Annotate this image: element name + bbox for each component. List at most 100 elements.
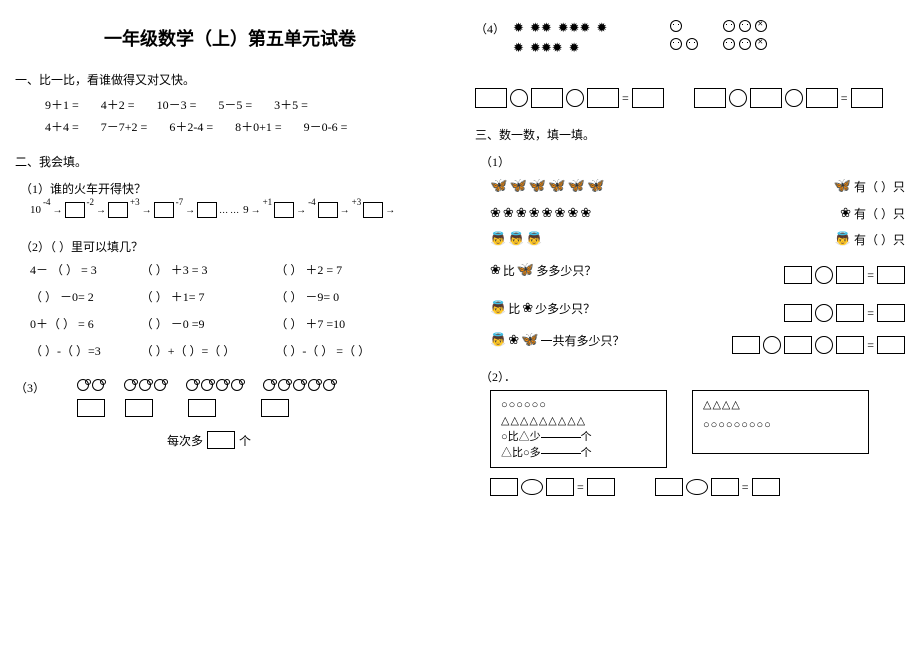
arrow-icon: →: [142, 205, 152, 216]
q3-2-label: （2）．: [480, 368, 905, 385]
op-oval[interactable]: [521, 479, 543, 495]
blank-box[interactable]: [806, 88, 838, 108]
op-circle[interactable]: [566, 89, 584, 107]
face-icon: [670, 20, 682, 32]
op-circle[interactable]: [729, 89, 747, 107]
apple-row: [77, 379, 335, 391]
blank-box[interactable]: [546, 478, 574, 496]
shape-box-a: ○○○○○○ △△△△△△△△△ ○比△少个 △比○多个: [490, 390, 667, 468]
blank-box[interactable]: [363, 202, 383, 218]
op-circle[interactable]: [815, 304, 833, 322]
blank-box[interactable]: [784, 336, 812, 354]
q3-footer: 每次多 个: [167, 431, 335, 449]
total-eq: =: [732, 336, 905, 354]
blank-box[interactable]: [836, 336, 864, 354]
more-text: 多多少只？: [536, 262, 596, 279]
apple-icon: [186, 379, 198, 391]
text: 个: [581, 429, 592, 445]
blank-box[interactable]: [877, 336, 905, 354]
fill-eq: 0＋（ ） = 6: [30, 315, 101, 332]
blank-box[interactable]: [877, 304, 905, 322]
blank-box[interactable]: [851, 88, 883, 108]
blank-box[interactable]: [77, 399, 105, 417]
apple-icon: [216, 379, 228, 391]
blank-box[interactable]: [632, 88, 664, 108]
apple-icon: [231, 379, 243, 391]
flower-icon: ❀: [840, 205, 851, 221]
blank-line[interactable]: [541, 437, 581, 438]
suns-row: ✹ ✹✹ ✹✹✹ ✹: [513, 20, 607, 36]
blank-box[interactable]: [711, 478, 739, 496]
blank-box[interactable]: [587, 88, 619, 108]
op-circle[interactable]: [815, 336, 833, 354]
blank-box[interactable]: [836, 266, 864, 284]
q2-2-label: （2）（ ）里可以填几？: [20, 238, 445, 255]
angel-icon: 👼: [490, 300, 506, 316]
blank-box[interactable]: [188, 399, 216, 417]
angel-icon: 👼: [835, 231, 851, 247]
fill-eq: （ ） ＋7 =10: [275, 315, 370, 332]
op-circle[interactable]: [510, 89, 528, 107]
blank-line[interactable]: [541, 453, 581, 454]
blank-box[interactable]: [490, 478, 518, 496]
blank-box[interactable]: [261, 399, 289, 417]
op-circle[interactable]: [785, 89, 803, 107]
arrow-icon: →: [296, 205, 306, 216]
blank-box[interactable]: [836, 304, 864, 322]
blank-box[interactable]: [877, 266, 905, 284]
butterfly-icon: 🦋: [548, 178, 565, 195]
flower-icon: ❀: [508, 332, 519, 348]
box-row: [77, 399, 335, 417]
blank-box[interactable]: [108, 202, 128, 218]
suns-row: ✹ ✹✹✹ ✹: [513, 40, 607, 56]
butterfly-icon: 🦋: [521, 332, 538, 349]
apple-icon: [92, 379, 104, 391]
blank-box[interactable]: [752, 478, 780, 496]
op-circle[interactable]: [815, 266, 833, 284]
blank-box[interactable]: [154, 202, 174, 218]
blank-box[interactable]: [784, 304, 812, 322]
fill-grid: 4－ （ ） = 3 （ ） －0= 2 0＋（ ） = 6 （ ）-（ ）=3…: [30, 261, 445, 359]
final-eq: =: [655, 478, 780, 496]
apple-icon: [77, 379, 89, 391]
butterfly-icon: 🦋: [517, 262, 534, 279]
blank-box[interactable]: [197, 202, 217, 218]
blank-box[interactable]: [694, 88, 726, 108]
fill-eq: 4－ （ ） = 3: [30, 261, 101, 278]
flower-row: ❀❀❀❀❀❀❀❀: [490, 205, 591, 221]
section2-heading: 二、我会填。: [15, 153, 445, 170]
footer-text: 每次多: [167, 432, 203, 449]
equals: =: [867, 306, 874, 321]
equals: =: [622, 91, 629, 106]
blank-box[interactable]: [655, 478, 683, 496]
shape-box-b: △△△△ ○○○○○○○○○: [692, 390, 869, 454]
right-column: （4） ✹ ✹✹ ✹✹✹ ✹ ✹ ✹✹✹ ✹: [460, 0, 920, 650]
blank-box[interactable]: [207, 431, 235, 449]
apple-icon: [293, 379, 305, 391]
train-op: +1: [263, 197, 273, 207]
op-circle[interactable]: [763, 336, 781, 354]
flower-icon: ❀: [522, 300, 533, 316]
butterfly-icon: 🦋: [568, 178, 585, 195]
fill-eq: （ ）-（ ）=3: [30, 342, 101, 359]
blank-box[interactable]: [65, 202, 85, 218]
train-op: -2: [87, 197, 95, 207]
blank-box[interactable]: [125, 399, 153, 417]
blank-box[interactable]: [784, 266, 812, 284]
equals: =: [841, 91, 848, 106]
blank-box[interactable]: [750, 88, 782, 108]
blank-box[interactable]: [274, 202, 294, 218]
blank-box[interactable]: [318, 202, 338, 218]
blank-box[interactable]: [475, 88, 507, 108]
flower-icon: ❀: [529, 205, 540, 221]
blank-box[interactable]: [531, 88, 563, 108]
blank-box[interactable]: [732, 336, 760, 354]
train-op: -7: [176, 197, 184, 207]
total-text: 一共有多少只？: [541, 332, 625, 349]
faces-area: [670, 20, 767, 50]
sun-icon: ✹✹✹: [558, 20, 591, 36]
blank-box[interactable]: [587, 478, 615, 496]
butterfly-row: 🦋🦋🦋🦋🦋🦋: [490, 178, 605, 195]
op-oval[interactable]: [686, 479, 708, 495]
count-text: 有（ ）只: [854, 205, 905, 222]
